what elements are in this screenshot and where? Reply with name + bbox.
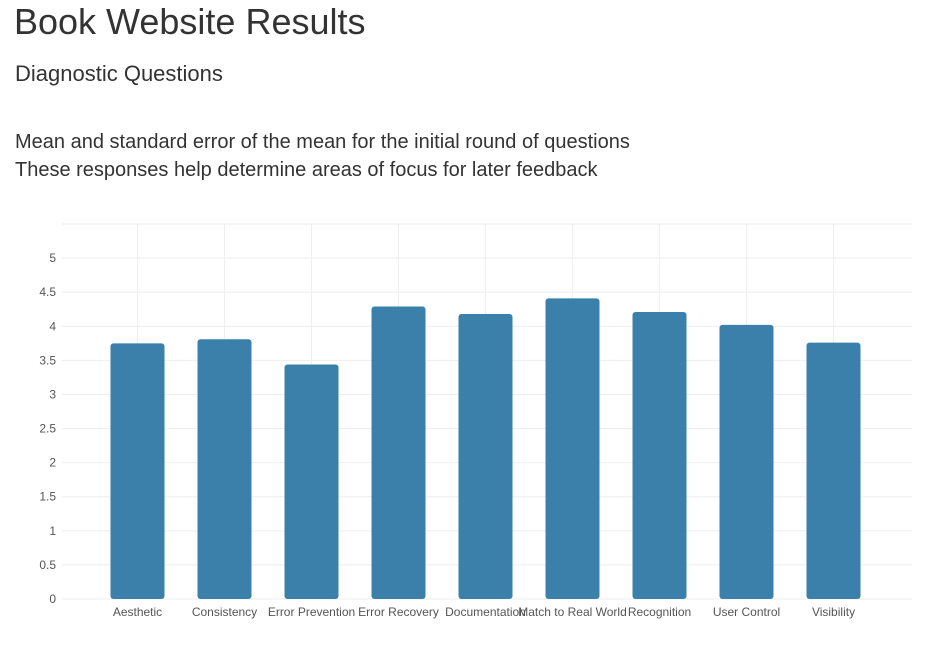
description-line-1: Mean and standard error of the mean for … bbox=[15, 131, 630, 153]
x-category-label: Consistency bbox=[192, 605, 257, 619]
x-category-label: Error Recovery bbox=[358, 605, 439, 619]
bar-error-recovery bbox=[371, 306, 426, 599]
y-tick-label: 2.5 bbox=[39, 422, 56, 436]
bar-recognition bbox=[632, 311, 687, 599]
y-tick-label: 4 bbox=[49, 319, 56, 333]
bar-visibility bbox=[806, 342, 861, 599]
chart-description: Mean and standard error of the mean for … bbox=[15, 128, 630, 184]
bar-match-to-real-world bbox=[545, 298, 600, 599]
x-category-label: User Control bbox=[713, 605, 780, 619]
bar-aesthetic bbox=[110, 343, 165, 599]
y-tick-label: 0.5 bbox=[39, 558, 56, 572]
x-category-label: Visibility bbox=[812, 605, 855, 619]
y-tick-label: 4.5 bbox=[39, 285, 56, 299]
bar-error-prevention bbox=[284, 364, 339, 599]
y-tick-label: 2 bbox=[49, 456, 56, 470]
y-axis-labels: 0 0.5 1 1.5 2 2.5 3 3.5 4 4.5 5 bbox=[39, 251, 56, 606]
y-tick-label: 1 bbox=[49, 524, 56, 538]
x-category-label: Documentation bbox=[445, 605, 526, 619]
y-tick-label: 3.5 bbox=[39, 353, 56, 367]
bars bbox=[110, 298, 861, 599]
x-category-label: Recognition bbox=[628, 605, 691, 619]
x-category-label: Match to Real World bbox=[518, 605, 627, 619]
page-title: Book Website Results bbox=[14, 1, 366, 42]
y-tick-label: 5 bbox=[49, 251, 56, 265]
y-tick-label: 1.5 bbox=[39, 490, 56, 504]
y-tick-label: 0 bbox=[49, 592, 56, 606]
x-category-label: Aesthetic bbox=[113, 605, 162, 619]
bar-consistency bbox=[197, 339, 252, 599]
bar-documentation bbox=[458, 314, 513, 599]
x-axis-labels: Aesthetic Consistency Error Prevention Erro… bbox=[113, 605, 855, 619]
page-subtitle: Diagnostic Questions bbox=[15, 61, 223, 86]
description-line-2: These responses help determine areas of … bbox=[15, 159, 598, 181]
y-tick-label: 3 bbox=[49, 387, 56, 401]
x-category-label: Error Prevention bbox=[268, 605, 355, 619]
bar-user-control bbox=[719, 324, 774, 599]
